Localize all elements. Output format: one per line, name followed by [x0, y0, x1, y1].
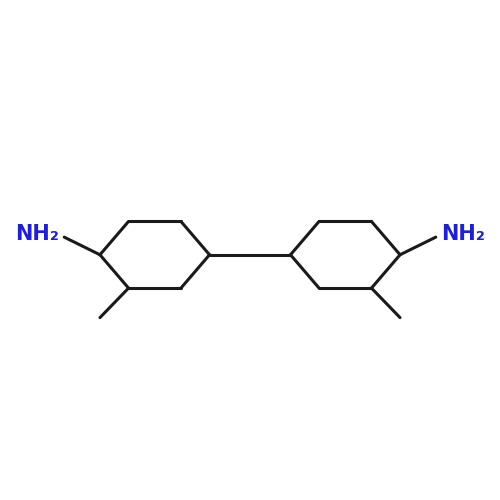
- Text: NH₂: NH₂: [14, 224, 59, 244]
- Text: NH₂: NH₂: [442, 224, 486, 244]
